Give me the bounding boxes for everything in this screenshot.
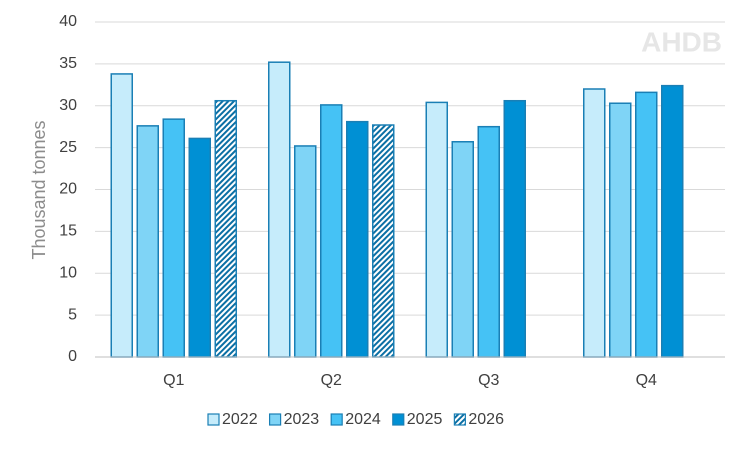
bar [583,88,606,358]
bar [635,91,658,358]
legend-swatch [207,413,220,426]
bar [268,61,291,358]
bar [425,101,448,358]
legend-label: 2022 [222,411,258,428]
legend-swatch [268,413,282,426]
legend-label: 2024 [345,411,381,428]
bar [451,141,474,358]
y-tick-label: 40 [59,13,77,30]
y-tick-label: 0 [68,348,77,365]
bar [372,124,395,358]
legend-swatch [392,413,405,426]
y-tick-label: 35 [59,55,77,72]
legend-label: 2025 [407,411,443,428]
bar [110,73,133,358]
x-tick-label: Q3 [478,372,499,389]
x-tick-label: Q4 [636,372,657,389]
x-tick-label: Q1 [163,372,184,389]
y-tick-label: 10 [59,264,77,281]
legend-swatch [453,413,466,426]
x-tick-label: Q2 [321,372,342,389]
y-tick-label: 5 [68,306,77,323]
legend-swatch [330,413,343,426]
y-tick-label: 30 [59,97,77,114]
bar [477,125,500,358]
y-tick-label: 15 [59,223,77,240]
legend-label: 2023 [284,411,320,428]
bar [214,99,237,358]
y-tick-label: 20 [59,181,77,198]
logo: AHDB [641,26,722,57]
bar [136,125,159,358]
bar [609,102,632,358]
y-tick-label: 25 [59,139,77,156]
bar [346,120,369,358]
bar [188,137,211,358]
bar [162,118,185,358]
bar [320,104,343,358]
bar [503,99,526,358]
legend-label: 2026 [468,411,504,428]
bar [294,145,317,358]
bar [661,84,684,358]
y-axis-title: Thousand tonnes [29,120,49,259]
